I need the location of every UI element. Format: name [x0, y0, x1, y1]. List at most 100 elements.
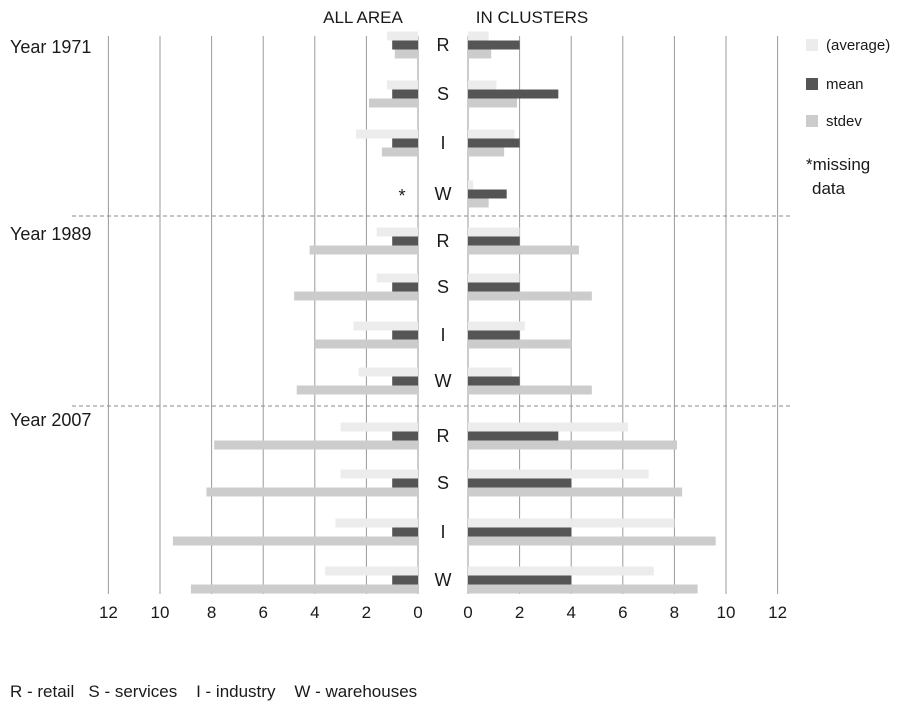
bar-all-area-mean	[392, 431, 418, 441]
category-label: I	[440, 522, 445, 542]
category-footnote: R - retail S - services I - industry W -…	[10, 682, 417, 701]
bar-in-clusters-average	[468, 321, 525, 331]
category-label: W	[435, 371, 452, 391]
year-label: Year 1989	[10, 224, 91, 244]
bar-all-area-stdev	[368, 98, 418, 108]
panel-title-all-area: ALL AREA	[323, 8, 403, 27]
bar-in-clusters-average	[468, 227, 520, 237]
bar-all-area-stdev	[381, 147, 418, 157]
year-label: Year 2007	[10, 410, 91, 430]
bar-all-area-average	[358, 367, 418, 377]
missing-data-marker: *	[398, 186, 405, 206]
bar-in-clusters-stdev	[468, 385, 592, 395]
bar-in-clusters-mean	[468, 478, 572, 488]
bar-all-area-mean	[392, 236, 418, 246]
x-tick-label-in-clusters: 4	[566, 603, 575, 622]
x-tick-label-all-area: 0	[413, 603, 422, 622]
legend-label: stdev	[826, 113, 862, 130]
bar-in-clusters-average	[468, 566, 654, 576]
bar-in-clusters-average	[468, 31, 489, 41]
bar-in-clusters-stdev	[468, 440, 677, 450]
bar-in-clusters-mean	[468, 40, 520, 50]
bar-in-clusters-average	[468, 422, 628, 432]
bar-all-area-average	[356, 129, 418, 139]
bar-in-clusters-mean	[468, 330, 520, 340]
bar-in-clusters-mean	[468, 575, 572, 585]
bar-in-clusters-mean	[468, 431, 559, 441]
bar-all-area-average	[387, 31, 418, 41]
bar-in-clusters-stdev	[468, 147, 505, 157]
bar-in-clusters-stdev	[468, 198, 489, 208]
bar-in-clusters-mean	[468, 89, 559, 99]
bar-all-area-mean	[392, 330, 418, 340]
bar-all-area-mean	[392, 376, 418, 386]
bar-in-clusters-stdev	[468, 584, 698, 594]
bar-in-clusters-mean	[468, 138, 520, 148]
x-tick-label-in-clusters: 12	[768, 603, 787, 622]
bar-all-area-stdev	[190, 584, 418, 594]
legend-swatch	[806, 78, 818, 90]
bar-in-clusters-stdev	[468, 49, 492, 59]
category-label: I	[440, 325, 445, 345]
x-tick-label-all-area: 10	[151, 603, 170, 622]
bar-all-area-mean	[392, 89, 418, 99]
bar-all-area-mean	[392, 40, 418, 50]
bar-all-area-stdev	[314, 339, 418, 349]
bar-in-clusters-stdev	[468, 245, 579, 255]
bar-all-area-stdev	[296, 385, 418, 395]
bar-in-clusters-average	[468, 80, 497, 90]
x-tick-label-in-clusters: 8	[670, 603, 679, 622]
bar-in-clusters-mean	[468, 527, 572, 537]
bar-all-area-mean	[392, 138, 418, 148]
bar-in-clusters-average	[468, 367, 512, 377]
bar-in-clusters-average	[468, 180, 474, 190]
bar-all-area-mean	[392, 527, 418, 537]
category-label: R	[437, 426, 450, 446]
category-label: S	[437, 84, 449, 104]
panel-title-in-clusters: IN CLUSTERS	[476, 8, 588, 27]
bar-in-clusters-stdev	[468, 339, 572, 349]
bar-in-clusters-stdev	[468, 487, 683, 497]
legend-swatch	[806, 115, 818, 127]
bar-all-area-average	[376, 227, 418, 237]
x-tick-label-all-area: 4	[310, 603, 319, 622]
bar-all-area-mean	[392, 575, 418, 585]
category-label: W	[435, 570, 452, 590]
x-tick-label-in-clusters: 2	[515, 603, 524, 622]
legend-label: (average)	[826, 37, 890, 54]
bar-in-clusters-mean	[468, 189, 507, 199]
bar-all-area-average	[376, 273, 418, 283]
category-label: S	[437, 473, 449, 493]
bar-all-area-stdev	[394, 49, 418, 59]
bar-all-area-average	[340, 422, 418, 432]
x-tick-label-in-clusters: 0	[463, 603, 472, 622]
category-label: R	[437, 35, 450, 55]
bar-all-area-stdev	[172, 536, 418, 546]
bar-in-clusters-average	[468, 129, 515, 139]
bar-in-clusters-stdev	[468, 98, 518, 108]
legend-swatch	[806, 39, 818, 51]
x-tick-label-all-area: 8	[207, 603, 216, 622]
x-tick-label-all-area: 6	[258, 603, 267, 622]
category-label: I	[440, 133, 445, 153]
category-label: R	[437, 231, 450, 251]
bar-all-area-stdev	[206, 487, 418, 497]
missing-data-note: data	[812, 179, 846, 198]
bar-all-area-stdev	[309, 245, 418, 255]
bar-in-clusters-stdev	[468, 536, 716, 546]
x-tick-label-all-area: 12	[99, 603, 118, 622]
x-tick-label-all-area: 2	[362, 603, 371, 622]
bar-all-area-average	[340, 469, 418, 479]
x-tick-label-in-clusters: 6	[618, 603, 627, 622]
bar-all-area-average	[325, 566, 418, 576]
bar-all-area-mean	[392, 478, 418, 488]
category-label: W	[435, 184, 452, 204]
bar-all-area-average	[387, 80, 418, 90]
bar-in-clusters-mean	[468, 376, 520, 386]
bar-in-clusters-average	[468, 273, 520, 283]
bar-in-clusters-average	[468, 518, 675, 528]
legend-label: mean	[826, 76, 864, 93]
bar-all-area-average	[335, 518, 418, 528]
bar-all-area-average	[353, 321, 418, 331]
